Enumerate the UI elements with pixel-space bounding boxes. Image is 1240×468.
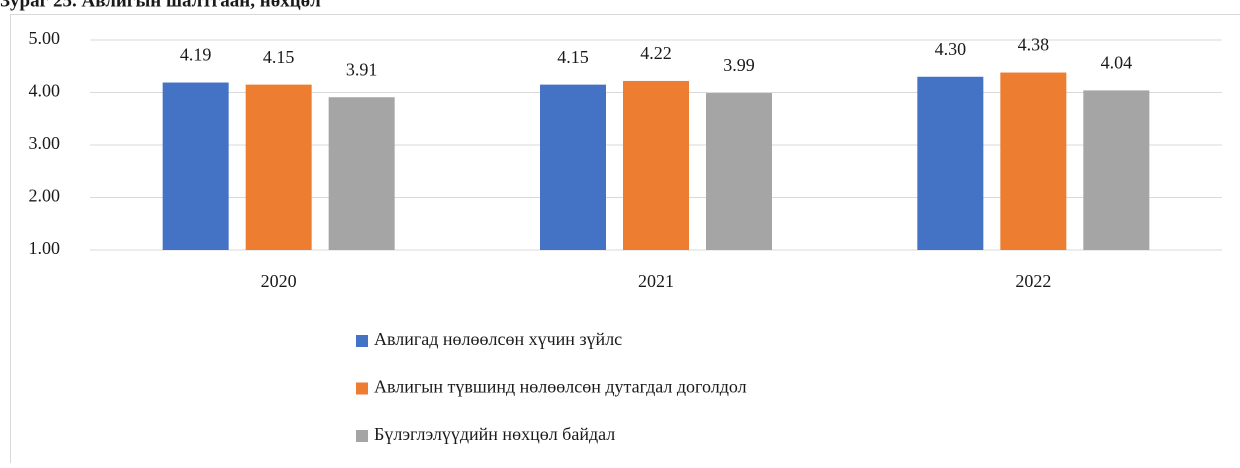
y-tick-label: 4.00 <box>29 81 61 101</box>
legend-swatch <box>356 383 368 395</box>
data-label: 4.15 <box>263 47 295 67</box>
data-label: 4.38 <box>1018 35 1050 55</box>
data-label: 3.91 <box>346 59 378 79</box>
data-label: 4.22 <box>640 43 672 63</box>
legend-label: Бүлэглэлүүдийн нөхцөл байдал <box>374 424 615 444</box>
data-label: 3.99 <box>723 55 755 75</box>
data-label: 4.19 <box>180 45 212 65</box>
legend-swatch <box>356 430 368 442</box>
bar <box>917 77 983 250</box>
bar <box>623 81 689 250</box>
legend-label: Авлигад нөлөөлсөн хүчин зүйлс <box>374 329 622 349</box>
data-label: 4.15 <box>557 47 589 67</box>
chart-title: Зураг 25. Авлигын шалтгаан, нөхцөл <box>0 0 321 11</box>
bar <box>1083 90 1149 250</box>
y-tick-label: 5.00 <box>29 28 61 48</box>
x-tick-label: 2022 <box>1015 271 1051 291</box>
x-tick-label: 2021 <box>638 271 674 291</box>
y-tick-label: 2.00 <box>29 186 61 206</box>
bar <box>1000 73 1066 250</box>
data-label: 4.30 <box>935 39 967 59</box>
bar <box>246 85 312 250</box>
y-tick-label: 1.00 <box>29 238 61 258</box>
legend-swatch <box>356 335 368 347</box>
bar <box>540 85 606 250</box>
data-label: 4.04 <box>1101 53 1133 73</box>
legend-label: Авлигын түвшинд нөлөөлсөн дутагдал догол… <box>374 377 747 397</box>
y-tick-label: 3.00 <box>29 133 61 153</box>
bar <box>163 83 229 250</box>
x-tick-label: 2020 <box>261 271 297 291</box>
bar <box>329 97 395 250</box>
bar <box>706 93 772 250</box>
